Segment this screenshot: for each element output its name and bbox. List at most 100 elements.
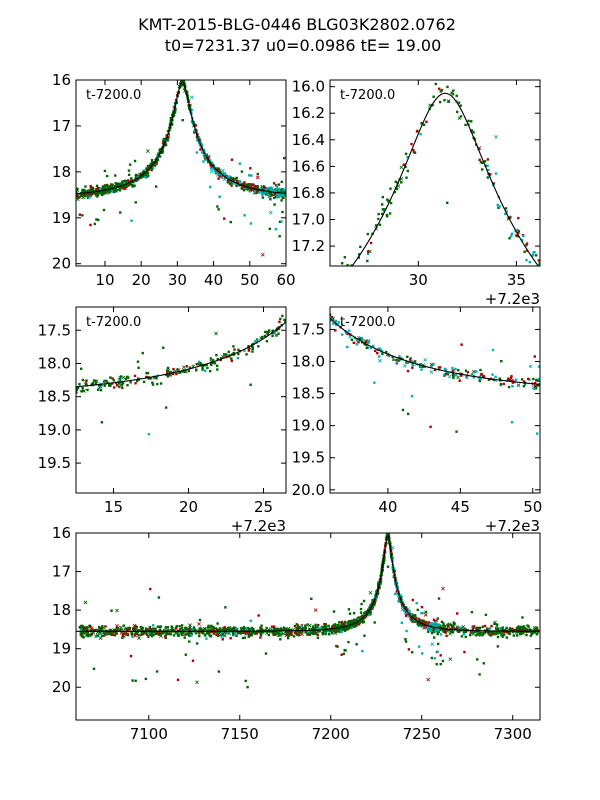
data-point-green [343,256,347,259]
data-point-cyan [204,158,208,161]
data-point-cyan [378,358,382,363]
data-point-red [313,630,316,633]
data-point-green [388,212,392,215]
data-point-cyan [451,366,454,370]
data-point-red [517,230,521,233]
data-point-green [459,104,462,107]
data-point-green [183,87,186,90]
data-point-red [340,620,343,624]
data-point-red [547,385,549,387]
x-tick-label: 35 [507,271,526,289]
data-point-green [488,633,491,636]
data-point-cyan [355,339,359,342]
data-point-green [83,600,88,605]
data-point-green [121,636,124,640]
data-point-green [331,631,334,635]
data-point-cyan [534,266,536,268]
data-point-green [453,622,456,626]
data-point-green [359,337,362,340]
data-point-cyan [215,167,218,170]
data-point-green [489,630,493,634]
data-point-green [110,609,113,612]
data-point-green [159,382,163,385]
data-point-red [172,367,175,371]
y-tick-label: 17.2 [292,237,325,255]
data-point-green [311,303,313,305]
data-point-red [313,608,318,613]
data-point-red [463,650,466,654]
x-tick-label: 30 [168,271,187,289]
y-tick-label: 18.5 [38,388,71,406]
data-point-green [470,610,474,614]
data-point-green [155,670,159,673]
data-point-green [167,629,170,632]
data-point-green [195,642,199,645]
data-point-green [422,123,426,127]
data-point-green [522,625,526,628]
data-point-green [295,623,298,626]
data-point-green [324,623,328,626]
data-point-green [315,304,317,306]
data-point-green [485,630,488,634]
data-point-green [321,625,324,629]
data-point-green [469,629,473,633]
data-point-cyan [334,291,336,293]
data-point-green [452,374,455,377]
data-point-green [288,630,292,633]
data-point-green [201,364,205,367]
data-point-red [185,365,189,368]
data-point-red [89,184,92,188]
data-point-green [80,632,83,635]
x-tick-label: 20 [132,271,151,289]
data-point-cyan [419,364,423,368]
data-point-cyan [147,631,150,635]
data-point-cyan [193,129,196,133]
data-point-green [207,160,210,164]
model-curve [330,317,540,385]
data-point-red [547,385,549,387]
data-point-red [364,340,368,343]
data-point-green [78,626,81,629]
data-point-red [115,384,119,387]
data-point-green [109,628,112,632]
data-point-green [352,625,356,628]
data-point-green [360,614,364,617]
data-point-green [133,626,137,629]
data-point-cyan [475,370,478,373]
x-tick-label: 25 [254,498,273,516]
data-point-cyan [491,348,495,352]
data-point-green [266,332,269,336]
data-point-green [117,182,120,186]
data-point-red [491,633,495,636]
data-point-green [457,368,460,372]
data-point-red [525,242,529,245]
data-point-cyan [525,258,528,262]
data-point-green [85,634,88,637]
data-point-red [480,373,483,376]
data-point-cyan [410,395,414,398]
data-point-green [203,628,206,631]
data-point-green [178,625,181,628]
data-point-red [508,378,512,382]
data-point-green [86,388,89,392]
data-point-red [272,182,276,185]
data-point-green [286,636,290,640]
data-point-cyan [423,357,428,362]
data-point-cyan [248,190,252,193]
data-point-green [312,317,314,319]
data-point-cyan [543,267,545,269]
data-point-red [316,633,319,637]
data-point-green [134,201,137,204]
data-point-cyan [373,381,376,384]
data-point-green [198,632,201,635]
data-point-cyan [545,274,547,276]
data-point-cyan [200,151,204,154]
y-tick-label: 19.0 [38,421,71,439]
x-tick-label: 7200 [312,725,350,743]
data-point-green [216,631,219,634]
data-point-green [107,632,111,635]
data-point-green [485,627,489,630]
data-point-green [171,627,174,630]
data-point-cyan [130,219,133,222]
data-point-cyan [470,372,474,376]
